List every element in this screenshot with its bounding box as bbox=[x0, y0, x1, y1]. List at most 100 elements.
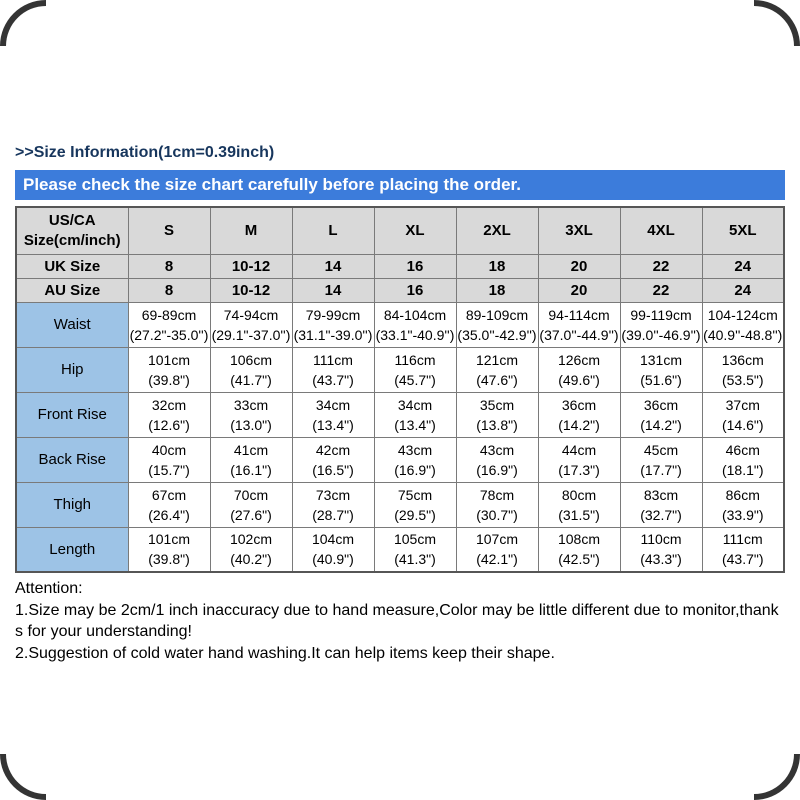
size-header-cell: L bbox=[291, 206, 375, 255]
measure-inch-value: (43.7") bbox=[721, 551, 764, 568]
measure-value-cell: 36cm (14.2") bbox=[619, 391, 703, 438]
measure-inch-value: (41.3") bbox=[394, 551, 436, 568]
measure-cm-value: 121cm bbox=[475, 351, 519, 368]
measure-inch-value: (31.5") bbox=[558, 506, 600, 523]
measure-cm-value: 43cm bbox=[397, 441, 433, 458]
rounded-corner-bottom-left bbox=[0, 754, 46, 800]
size-row-label: UK Size bbox=[15, 253, 129, 279]
measure-value-cell: 110cm (43.3") bbox=[619, 526, 703, 573]
measure-inch-value: (16.1") bbox=[230, 461, 272, 478]
size-value-cell: 10-12 bbox=[209, 253, 293, 279]
measure-cm-value: 44cm bbox=[561, 441, 597, 458]
measure-inch-value: (29.5") bbox=[394, 506, 436, 523]
size-header-cell: 3XL bbox=[537, 206, 621, 255]
size-header-cell: M bbox=[209, 206, 293, 255]
measure-cm-value: 84-104cm bbox=[383, 306, 447, 323]
measure-inch-value: (17.3") bbox=[558, 461, 600, 478]
measure-inch-value: (12.6") bbox=[148, 416, 190, 433]
measure-inch-value: (40.9") bbox=[312, 551, 354, 568]
size-header-cell: 5XL bbox=[701, 206, 785, 255]
measure-value-cell: 131cm (51.6") bbox=[619, 346, 703, 393]
measure-cm-value: 41cm bbox=[233, 441, 269, 458]
measure-inch-value: (32.7") bbox=[640, 506, 682, 523]
measure-value-cell: 36cm (14.2") bbox=[537, 391, 621, 438]
measure-cm-value: 34cm bbox=[397, 396, 433, 413]
measure-row: Front Rise 32cm (12.6") 33cm (13.0") 34cm (13.… bbox=[15, 391, 785, 438]
measure-cm-value: 136cm bbox=[721, 351, 764, 368]
measure-inch-value: (37.0''-44.9'') bbox=[539, 326, 619, 343]
measure-row: Thigh 67cm (26.4") 70cm (27.6") 73cm (28.7") 75… bbox=[15, 481, 785, 528]
size-value-cell: 10-12 bbox=[209, 277, 293, 303]
size-value-cell: 22 bbox=[619, 277, 703, 303]
measure-inch-value: (45.7") bbox=[394, 371, 436, 388]
measure-inch-value: (53.5") bbox=[721, 371, 764, 388]
measure-cm-value: 101cm bbox=[147, 351, 191, 368]
measure-inch-value: (39.0''-46.9'') bbox=[621, 326, 701, 343]
measure-value-cell: 101cm (39.8") bbox=[127, 346, 211, 393]
measure-cm-value: 42cm bbox=[315, 441, 351, 458]
measure-value-cell: 42cm (16.5") bbox=[291, 436, 375, 483]
measure-row-label: Hip bbox=[15, 346, 129, 393]
size-row: UK Size 8 10-12 14 16 18 20 22 24 bbox=[15, 253, 785, 279]
corner-header-cell: US/CA Size(cm/inch) bbox=[15, 206, 129, 255]
measure-row: Length 101cm (39.8") 102cm (40.2") 104cm (40.9… bbox=[15, 526, 785, 573]
measure-value-cell: 45cm (17.7") bbox=[619, 436, 703, 483]
measure-value-cell: 108cm (42.5") bbox=[537, 526, 621, 573]
measure-value-cell: 32cm (12.6") bbox=[127, 391, 211, 438]
size-value-cell: 8 bbox=[127, 277, 211, 303]
size-header-cell: 2XL bbox=[455, 206, 539, 255]
measure-value-cell: 126cm (49.6") bbox=[537, 346, 621, 393]
measure-cm-value: 35cm bbox=[479, 396, 515, 413]
measure-cm-value: 106cm bbox=[229, 351, 273, 368]
measure-value-cell: 104-124cm (40.9''-48.8'') bbox=[701, 301, 785, 348]
measure-inch-value: (13.4") bbox=[312, 416, 354, 433]
measure-value-cell: 84-104cm (33.1"-40.9'') bbox=[373, 301, 457, 348]
size-table-body: UK Size 8 10-12 14 16 18 20 22 24 AU Size 8 10-12 14… bbox=[15, 253, 785, 573]
measure-inch-value: (43.3") bbox=[640, 551, 682, 568]
size-value-cell: 18 bbox=[455, 253, 539, 279]
measure-value-cell: 107cm (42.1") bbox=[455, 526, 539, 573]
measure-inch-value: (51.6") bbox=[640, 371, 682, 388]
measure-value-cell: 34cm (13.4") bbox=[291, 391, 375, 438]
size-value-cell: 14 bbox=[291, 277, 375, 303]
measure-inch-value: (29.1"-37.0'') bbox=[211, 326, 291, 343]
corner-header-line: US/CA bbox=[48, 211, 96, 229]
attention-line-1: 1.Size may be 2cm/1 inch inaccuracy due … bbox=[15, 601, 779, 641]
measure-inch-value: (16.9") bbox=[394, 461, 436, 478]
measure-row-label: Thigh bbox=[15, 481, 129, 528]
measure-cm-value: 40cm bbox=[151, 441, 187, 458]
measure-value-cell: 80cm (31.5") bbox=[537, 481, 621, 528]
size-header-cell: 4XL bbox=[619, 206, 703, 255]
size-table-head: US/CA Size(cm/inch) S M L XL 2XL 3XL 4XL 5XL bbox=[15, 206, 785, 255]
rounded-corner-top-left bbox=[0, 0, 46, 46]
measure-inch-value: (18.1") bbox=[721, 461, 764, 478]
measure-row: Hip 101cm (39.8") 106cm (41.7") 111cm (43.7") 1… bbox=[15, 346, 785, 393]
attention-line-2: 2.Suggestion of cold water hand washing.… bbox=[15, 644, 555, 662]
measure-value-cell: 67cm (26.4") bbox=[127, 481, 211, 528]
size-value-cell: 8 bbox=[127, 253, 211, 279]
measure-inch-value: (39.8") bbox=[148, 371, 190, 388]
measure-inch-value: (13.4") bbox=[394, 416, 436, 433]
measure-cm-value: 105cm bbox=[393, 531, 437, 548]
measure-cm-value: 79-99cm bbox=[305, 306, 361, 323]
measure-cm-value: 101cm bbox=[147, 531, 191, 548]
measure-value-cell: 111cm (43.7") bbox=[701, 526, 785, 573]
measure-cm-value: 102cm bbox=[229, 531, 273, 548]
measure-inch-value: (40.9''-48.8'') bbox=[703, 326, 783, 343]
measure-value-cell: 37cm (14.6") bbox=[701, 391, 785, 438]
size-header-cell: S bbox=[127, 206, 211, 255]
measure-inch-value: (17.7") bbox=[640, 461, 682, 478]
size-check-banner: Please check the size chart carefully be… bbox=[15, 170, 785, 200]
measure-cm-value: 75cm bbox=[397, 486, 433, 503]
rounded-corner-bottom-right bbox=[754, 754, 800, 800]
measure-value-cell: 73cm (28.7") bbox=[291, 481, 375, 528]
measure-value-cell: 43cm (16.9") bbox=[455, 436, 539, 483]
measure-value-cell: 102cm (40.2") bbox=[209, 526, 293, 573]
measure-inch-value: (47.6") bbox=[476, 371, 518, 388]
corner-header-line: Size(cm/inch) bbox=[23, 231, 121, 249]
measure-row: Back Rise 40cm (15.7") 41cm (16.1") 42cm (16.5… bbox=[15, 436, 785, 483]
measure-inch-value: (42.1") bbox=[476, 551, 518, 568]
measure-inch-value: (39.8") bbox=[148, 551, 190, 568]
measure-cm-value: 108cm bbox=[557, 531, 601, 548]
measure-value-cell: 111cm (43.7") bbox=[291, 346, 375, 393]
